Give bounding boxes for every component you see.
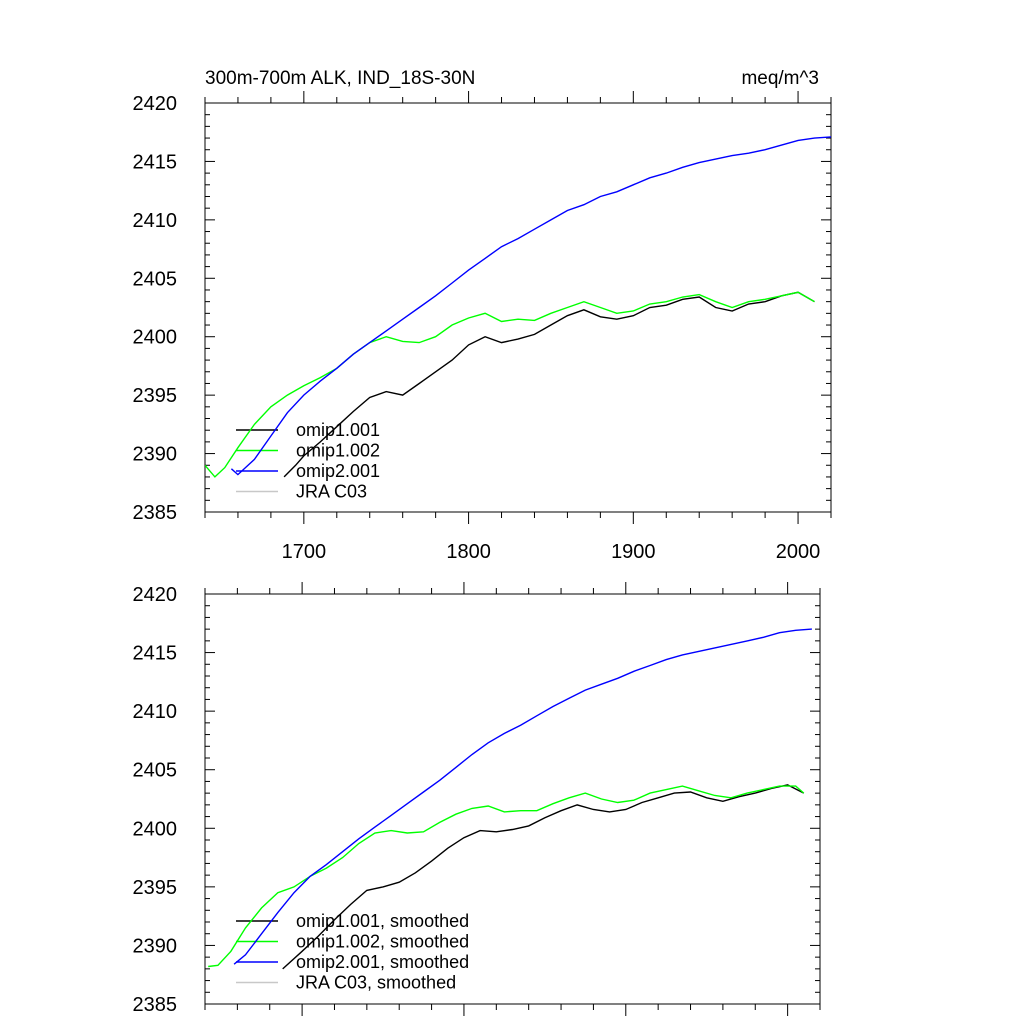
x-tick-label: 1800 — [446, 541, 491, 563]
chart-units: meq/m^3 — [741, 68, 819, 89]
legend-label-4: JRA C03, smoothed — [296, 973, 456, 993]
y-tick-label: 2410 — [133, 701, 178, 723]
y-tick-label: 2420 — [133, 584, 178, 606]
series-line-3 — [230, 136, 831, 476]
x-tick-label: 1900 — [611, 541, 656, 563]
series-line-2 — [205, 291, 815, 478]
series-line-2 — [208, 785, 805, 968]
plot-frame — [204, 102, 832, 513]
y-tick-label: 2400 — [133, 327, 178, 349]
legend-label-2: omip1.002 — [296, 441, 380, 461]
plot-frame — [204, 593, 821, 1005]
y-tick-label: 2395 — [133, 877, 178, 899]
legend-label-1: omip1.001 — [296, 420, 380, 440]
y-tick-label: 2410 — [133, 210, 178, 232]
x-tick-label: 1700 — [282, 541, 327, 563]
legend-label-1: omip1.001, smoothed — [296, 911, 469, 931]
y-tick-label: 2385 — [133, 502, 178, 524]
series-line-3 — [233, 628, 812, 965]
y-tick-label: 2385 — [133, 994, 178, 1016]
y-tick-label: 2420 — [133, 93, 178, 115]
y-tick-label: 2415 — [133, 643, 178, 665]
y-tick-label: 2400 — [133, 818, 178, 840]
legend-label-4: JRA C03 — [296, 482, 367, 502]
legend-label-3: omip2.001, smoothed — [296, 952, 469, 972]
series-line-1 — [283, 291, 815, 478]
chart-panel-2: 2385 2390 2395 2400 2405 2410 2415 2420 omip1.00… — [133, 582, 821, 1016]
y-tick-label: 2405 — [133, 268, 178, 290]
chart-title: 300m-700m ALK, IND_18S-30N — [205, 68, 475, 89]
x-tick-label: 2000 — [776, 541, 821, 563]
legend-label-3: omip2.001 — [296, 461, 380, 481]
chart-panel-1: 300m-700m ALK, IND_18S-30N meq/m^3 2385 239… — [133, 68, 832, 563]
series-line-1 — [282, 784, 805, 970]
y-tick-label: 2405 — [133, 760, 178, 782]
y-tick-label: 2395 — [133, 385, 178, 407]
y-tick-label: 2415 — [133, 151, 178, 173]
y-tick-label: 2390 — [133, 444, 178, 466]
legend-label-2: omip1.002, smoothed — [296, 932, 469, 952]
y-tick-label: 2390 — [133, 935, 178, 957]
